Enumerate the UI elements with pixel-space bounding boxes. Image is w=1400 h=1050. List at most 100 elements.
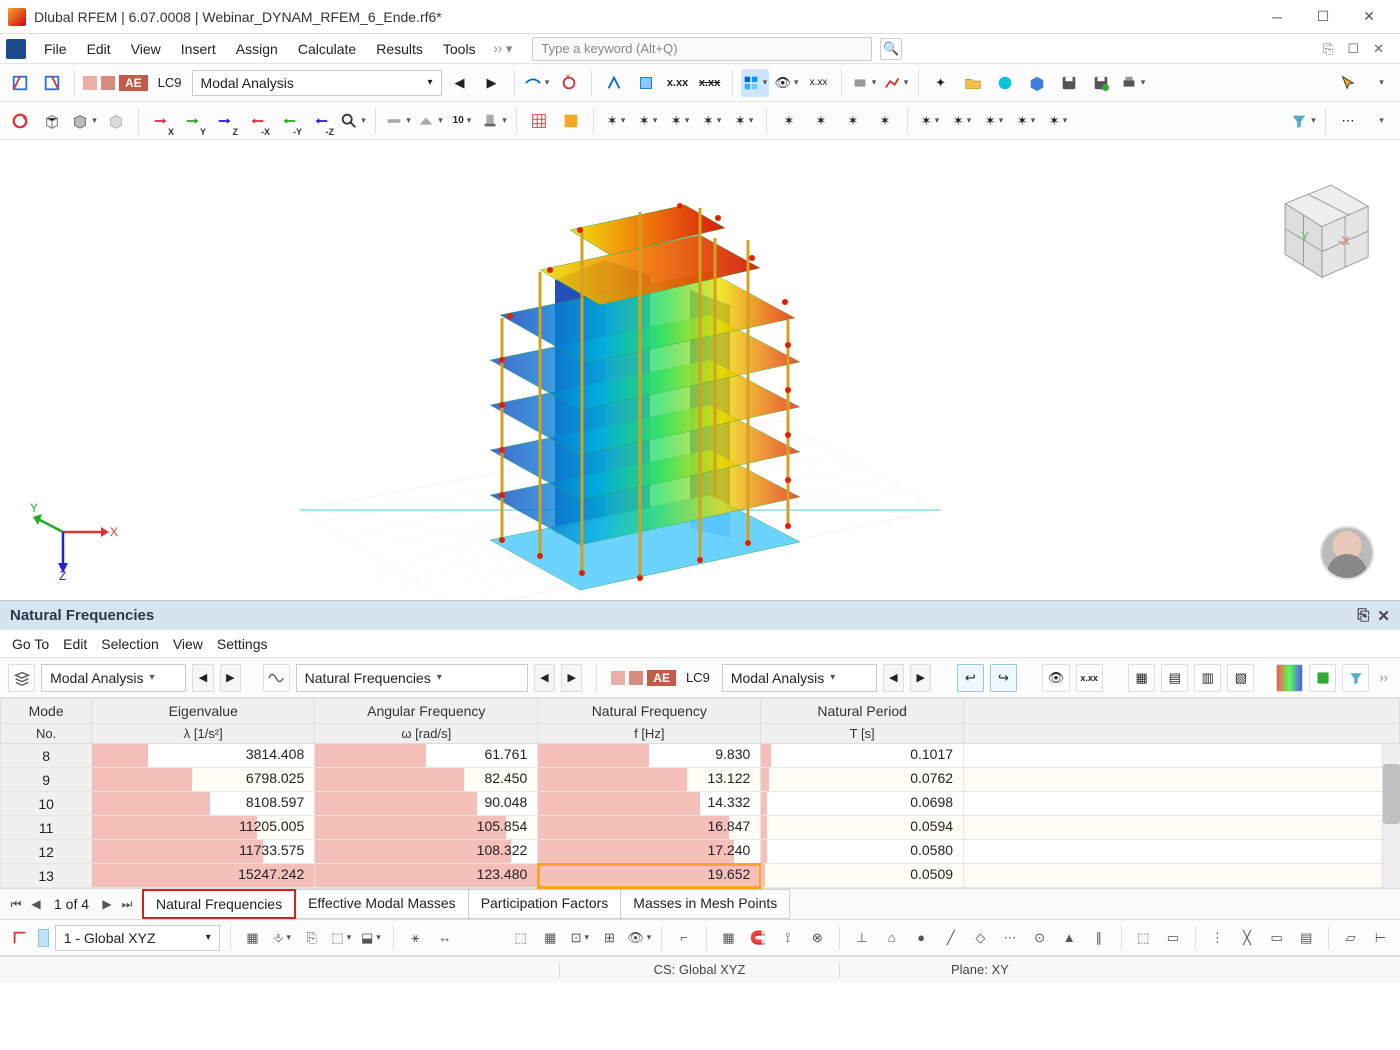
table-row[interactable]: 108108.59790.04814.3320.0698 [1, 792, 1400, 816]
eye-values-icon[interactable]: 👁 [1042, 664, 1069, 692]
axis-neg-z-icon[interactable]: -Z [307, 107, 335, 135]
panel-prev3-icon[interactable]: ◀ [883, 664, 904, 692]
bt8-icon[interactable]: ⬚ [509, 925, 533, 951]
bt3-icon[interactable]: ⎘ [300, 925, 324, 951]
panel-menu-go-to[interactable]: Go To [12, 636, 49, 652]
panel-prev1-icon[interactable]: ◀ [192, 664, 213, 692]
node-tool-icon[interactable]: ✶ [602, 107, 630, 135]
overflow-icon[interactable] [1366, 69, 1394, 97]
opening-tool-icon[interactable]: ✶ [730, 107, 758, 135]
snap-near-icon[interactable]: ▲ [1057, 925, 1081, 951]
snap-node-icon[interactable]: ⌂ [880, 925, 904, 951]
save-as-icon[interactable] [1087, 69, 1115, 97]
new-model-icon[interactable] [6, 69, 34, 97]
tab-last-icon[interactable]: ⏭ [117, 897, 137, 912]
hinge-icon[interactable]: ✶ [1012, 107, 1040, 135]
tab-effective-modal-masses[interactable]: Effective Modal Masses [295, 889, 469, 919]
result-values-icon[interactable]: x.xx [805, 69, 833, 97]
panel-overflow-icon[interactable]: ›› [1375, 670, 1392, 685]
box-icon[interactable] [1023, 69, 1051, 97]
show-members-icon[interactable] [600, 69, 628, 97]
snap-line-icon[interactable]: ╱ [939, 925, 963, 951]
axis-z-icon[interactable]: Z [211, 107, 239, 135]
menu-calculate[interactable]: Calculate [288, 37, 366, 61]
tab-participation-factors[interactable]: Participation Factors [468, 889, 622, 919]
panel-lc-select[interactable]: Modal Analysis▾ [722, 664, 877, 692]
loads-10-icon[interactable]: 10 [448, 107, 476, 135]
panel-restore-icon[interactable]: ⎘ [1357, 607, 1369, 625]
print-icon[interactable] [1119, 69, 1147, 97]
menu-overflow-icon[interactable]: ›› ▾ [488, 41, 519, 57]
snap-cen-icon[interactable]: ⊙ [1028, 925, 1052, 951]
aux-close-icon[interactable]: ✕ [1369, 39, 1388, 59]
show-surfaces-icon[interactable] [632, 69, 660, 97]
tab-next-icon[interactable]: ▶ [97, 897, 117, 911]
sync-fwd-icon[interactable]: ↪ [990, 664, 1017, 692]
bt10-icon[interactable]: ⊡ [568, 925, 592, 951]
visibility-icon[interactable]: 👁 [773, 69, 801, 97]
table-row[interactable]: 1211733.575108.32217.2400.0580 [1, 840, 1400, 864]
cs-icon[interactable] [8, 925, 32, 951]
search-input[interactable]: Type a keyword (Alt+Q) [532, 37, 872, 61]
snap-quad-icon[interactable]: ◇ [969, 925, 993, 951]
table-row[interactable]: 83814.40861.7619.8300.1017 [1, 744, 1400, 768]
snap-grid-icon[interactable]: ▦ [717, 925, 741, 951]
restore-panels-icon[interactable]: ⎘ [1319, 39, 1337, 59]
snap-magnet-icon[interactable]: 🧲 [746, 925, 770, 951]
ortho-icon[interactable]: ⬚ [1131, 925, 1155, 951]
panel-menu-edit[interactable]: Edit [63, 636, 87, 652]
col-header[interactable]: Natural Period [761, 699, 964, 724]
menu-results[interactable]: Results [366, 37, 433, 61]
load-point-icon[interactable]: ✶ [775, 107, 803, 135]
open-model-icon[interactable] [38, 69, 66, 97]
snap-end-icon[interactable]: ⌐ [672, 925, 696, 951]
show-labels-icon[interactable]: x.xx [696, 69, 724, 97]
guide4-icon[interactable]: ▤ [1294, 925, 1318, 951]
cross-section-icon[interactable] [850, 69, 878, 97]
cloud-icon[interactable] [991, 69, 1019, 97]
panel-menu-settings[interactable]: Settings [217, 636, 268, 652]
table-row[interactable]: 1111205.005105.85416.8470.0594 [1, 816, 1400, 840]
overflow2-icon[interactable] [1366, 107, 1394, 135]
aux-maximize-icon[interactable]: ☐ [1343, 39, 1363, 59]
surface-view-icon[interactable] [416, 107, 444, 135]
snap-ext-icon[interactable]: ⋯ [998, 925, 1022, 951]
support-point-icon[interactable]: ✶ [916, 107, 944, 135]
bt5-icon[interactable]: ⬓ [359, 925, 383, 951]
bt6-icon[interactable]: ⚹ [404, 925, 428, 951]
table-opt4-icon[interactable]: ▧ [1227, 664, 1254, 692]
menu-view[interactable]: View [121, 37, 171, 61]
transparent-icon[interactable] [102, 107, 130, 135]
axis-y-icon[interactable]: Y [179, 107, 207, 135]
fe-mesh-icon[interactable] [557, 107, 585, 135]
line-tool-icon[interactable]: ✶ [634, 107, 662, 135]
panel-result-select[interactable]: Natural Frequencies▾ [296, 664, 528, 692]
bt4-icon[interactable]: ⬚ [330, 925, 354, 951]
table-row[interactable]: 96798.02582.45013.1220.0762 [1, 768, 1400, 792]
col-header[interactable]: Mode [1, 699, 92, 724]
export-icon[interactable] [1309, 664, 1336, 692]
col-header[interactable]: Angular Frequency [315, 699, 538, 724]
maximize-button[interactable]: ☐ [1300, 2, 1346, 32]
tab-prev-icon[interactable]: ◀ [26, 897, 46, 911]
axis-neg-x-icon[interactable]: -X [243, 107, 271, 135]
plane-icon[interactable]: ▱ [1339, 925, 1363, 951]
panel-menu-view[interactable]: View [173, 636, 203, 652]
mesh-grid-icon[interactable] [525, 107, 553, 135]
tab-first-icon[interactable]: ⏮ [6, 897, 26, 912]
bt1-icon[interactable]: ▦ [241, 925, 265, 951]
table-opt2-icon[interactable]: ▤ [1161, 664, 1188, 692]
bt9-icon[interactable]: ▦ [538, 925, 562, 951]
load-free-icon[interactable]: ✶ [871, 107, 899, 135]
snap-int-icon[interactable]: ⊗ [806, 925, 830, 951]
snap-par-icon[interactable]: ∥ [1087, 925, 1111, 951]
next-loadcase-icon[interactable]: ▶ [478, 69, 506, 97]
minimize-button[interactable]: ─ [1254, 2, 1300, 32]
show-values-icon[interactable]: x.xx [664, 69, 692, 97]
cs-select[interactable]: 1 - Global XYZ▾ [55, 925, 220, 951]
wireframe-icon[interactable] [38, 107, 66, 135]
solid-view-icon[interactable] [70, 107, 98, 135]
table-opt3-icon[interactable]: ▥ [1194, 664, 1221, 692]
snap-perp-icon[interactable]: ⊥ [850, 925, 874, 951]
panel-layers-icon[interactable] [8, 664, 35, 692]
